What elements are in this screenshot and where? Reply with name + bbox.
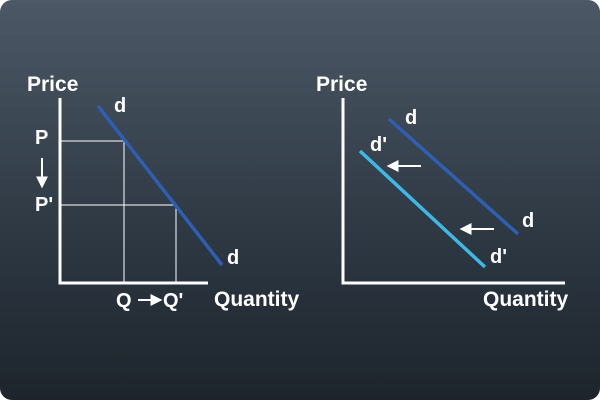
left-demand-label-bottom: d [227,247,239,269]
right-shifted-label-top: d' [370,134,387,156]
right-quantity-axis-label: Quantity [483,288,568,311]
left-panel: Price Quantity d d P P' Q Q' [27,73,299,312]
right-demand-curve-shifted [358,149,487,269]
quantity-q-label: Q [116,290,132,312]
left-demand-curve [96,104,224,267]
quantity-q-prime-label: Q' [163,290,183,312]
left-quantity-axis-label: Quantity [214,288,299,311]
price-p-prime-label: P' [35,194,53,216]
right-demand-label-top: d [405,107,417,129]
right-demand-label-bottom: d [522,210,534,232]
price-p-label: P [35,127,48,149]
right-panel: Price Quantity d d d' d' [316,73,568,311]
left-demand-label-top: d [114,95,126,117]
right-demand-curve-original [387,117,520,236]
right-price-axis-label: Price [316,73,367,96]
left-price-axis-label: Price [27,73,78,96]
right-shifted-label-bottom: d' [490,246,507,268]
